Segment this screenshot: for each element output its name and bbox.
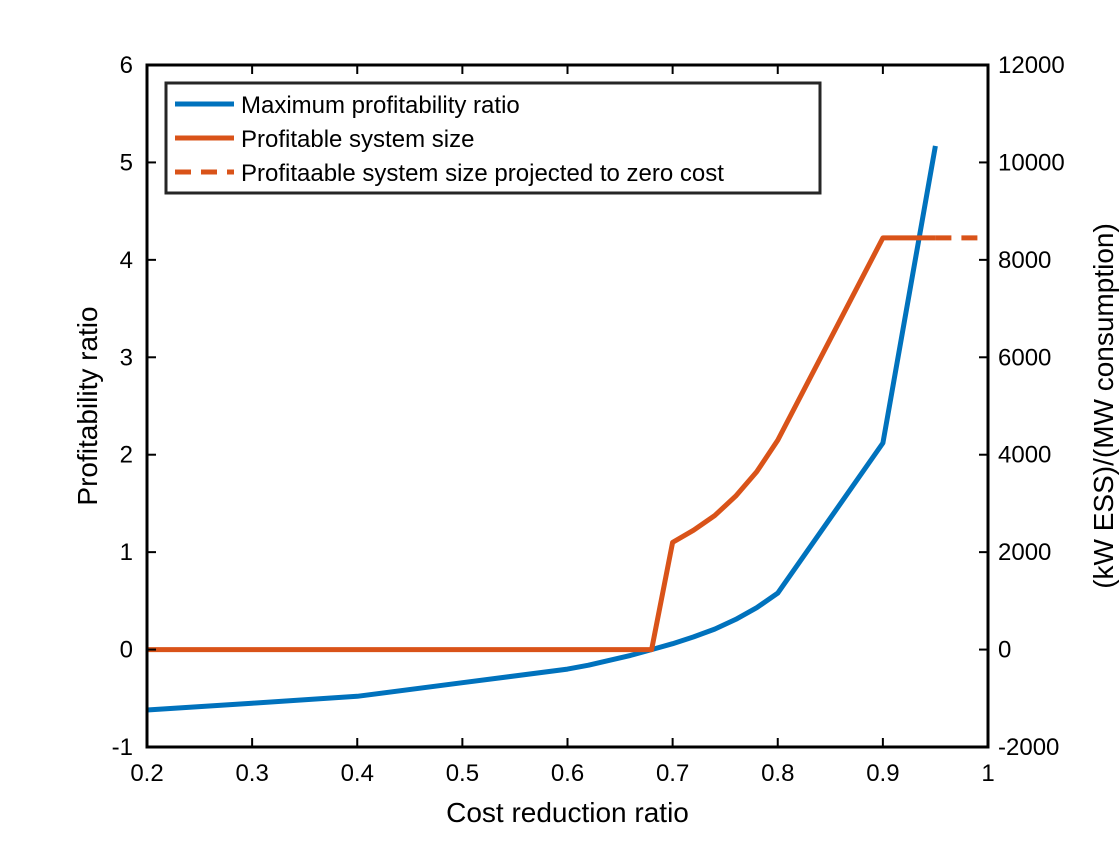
left-y-tick-label: 0 (120, 637, 133, 664)
series-line-0 (146, 145, 938, 713)
legend-box (164, 81, 822, 195)
legend-label-projected-size: Profitaable system size projected to zer… (241, 160, 724, 187)
legend-label-max-profitability: Maximum profitability ratio (241, 92, 520, 119)
series-line-1 (147, 235, 936, 653)
right-y-tick-label: 12000 (998, 52, 1065, 79)
left-y-axis-title: Profitability ratio (72, 306, 103, 505)
x-tick-label: 1 (981, 760, 994, 787)
x-tick-label: 0.9 (866, 760, 899, 787)
left-y-tick-label: 3 (120, 344, 133, 371)
left-y-tick-label: 5 (120, 149, 133, 176)
right-y-axis-title: (kW ESS)/(MW consumption) (1088, 223, 1119, 589)
right-y-tick-label: -2000 (998, 734, 1059, 761)
x-tick-label: 0.2 (130, 760, 163, 787)
x-tick-label: 0.6 (551, 760, 584, 787)
x-axis-title: Cost reduction ratio (446, 797, 689, 828)
right-y-tick-label: 8000 (998, 247, 1051, 274)
left-y-tick-label: -1 (112, 734, 133, 761)
left-y-tick-label: 1 (120, 539, 133, 566)
right-y-tick-label: 4000 (998, 442, 1051, 469)
x-tick-label: 0.4 (341, 760, 374, 787)
x-tick-label: 0.7 (656, 760, 689, 787)
right-y-tick-label: 10000 (998, 149, 1065, 176)
right-y-tick-label: 2000 (998, 539, 1051, 566)
left-y-tick-label: 4 (120, 247, 133, 274)
legend: Maximum profitability ratio Profitable s… (164, 81, 822, 195)
legend-label-profitable-size: Profitable system size (241, 126, 474, 153)
x-tick-label: 0.8 (761, 760, 794, 787)
x-tick-label: 0.3 (235, 760, 268, 787)
axis-ticks (146, 64, 989, 748)
tick-labels: 0.2 0.3 0.4 0.5 0.6 0.7 0.8 0.9 1 -1 0 1 2 3 4 5 6 -2000 0… (112, 52, 1065, 787)
right-y-tick-label: 0 (998, 637, 1011, 664)
left-y-tick-label: 2 (120, 442, 133, 469)
left-y-tick-label: 6 (120, 52, 133, 79)
x-tick-label: 0.5 (446, 760, 479, 787)
right-y-tick-label: 6000 (998, 344, 1051, 371)
series-lines (146, 145, 988, 713)
